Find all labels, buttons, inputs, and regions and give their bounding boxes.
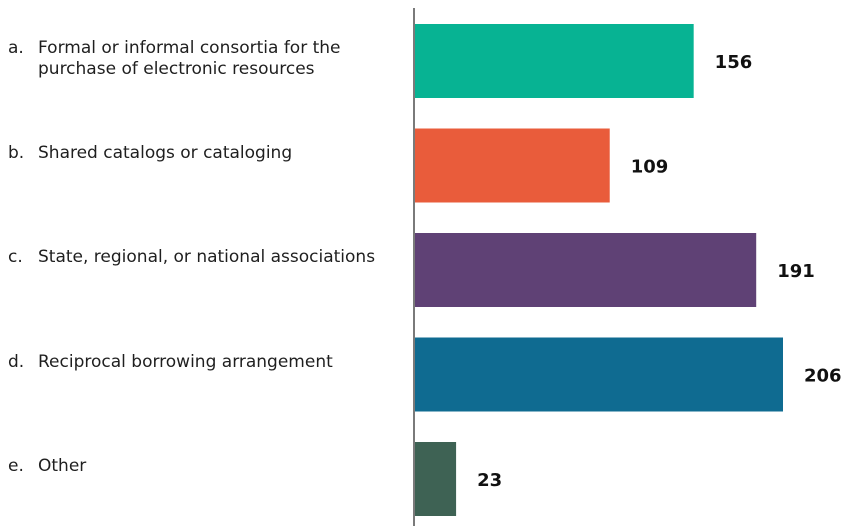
data-label: 23 (477, 470, 502, 491)
data-label: 191 (777, 261, 815, 282)
bar (415, 128, 610, 203)
category-letter: d. (8, 351, 25, 372)
category-text: Formal or informal consortia for the pur… (38, 38, 341, 79)
category-label: c. State, regional, or national associati… (8, 247, 398, 268)
category-label: b. Shared catalogs or cataloging (8, 143, 398, 164)
category-text: State, regional, or national association… (38, 247, 376, 267)
bar (415, 442, 457, 516)
data-label: 156 (715, 52, 753, 73)
data-label: 109 (631, 157, 669, 178)
category-letter: b. (8, 142, 25, 163)
category-label: a. Formal or informal consortia for the p… (8, 38, 398, 80)
category-text: Shared catalogs or cataloging (38, 142, 293, 163)
bar (415, 337, 783, 412)
bar (415, 233, 757, 307)
category-label: e. Other (8, 456, 398, 477)
category-letter: e. (8, 456, 24, 476)
category-text: Reciprocal borrowing arrangement (38, 351, 333, 372)
data-label: 206 (804, 366, 842, 387)
bar (415, 24, 694, 98)
category-letter: c. (8, 247, 23, 267)
category-label: d. Reciprocal borrowing arrangement (8, 352, 398, 373)
category-text: Other (38, 456, 87, 476)
category-letter: a. (8, 38, 24, 58)
